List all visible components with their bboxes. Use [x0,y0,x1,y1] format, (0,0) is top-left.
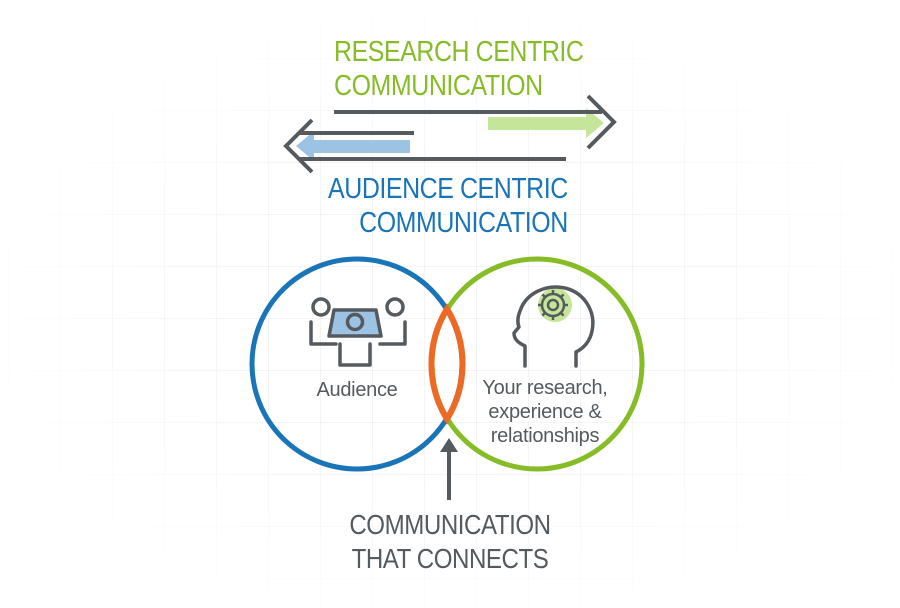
research-caption: Your research, experience & relationship… [482,376,607,448]
research-centric-line1: RESEARCH CENTRIC [334,36,584,68]
research-caption-line1: Your research, [482,377,608,399]
connects-line2: THAT CONNECTS [351,543,549,574]
research-centric-label: RESEARCH CENTRIC COMMUNICATION [334,35,584,103]
research-centric-line2: COMMUNICATION [334,70,543,102]
connects-line1: COMMUNICATION [349,509,551,540]
audience-group-icon [309,297,407,367]
audience-caption: Audience [316,379,398,401]
research-caption-line3: relationships [490,425,600,447]
research-caption-line2: experience & [488,401,602,423]
up-arrow-icon [440,438,458,500]
audience-centric-line1: AUDIENCE CENTRIC [328,173,568,205]
communication-that-connects-label: COMMUNICATION THAT CONNECTS [349,508,551,576]
audience-centric-label: AUDIENCE CENTRIC COMMUNICATION [328,172,568,240]
audience-centric-line2: COMMUNICATION [359,207,568,239]
right-arrow-icon [334,94,617,150]
overlap-lens [428,303,466,425]
head-gear-icon [512,285,595,368]
left-arrow-icon [283,118,566,174]
